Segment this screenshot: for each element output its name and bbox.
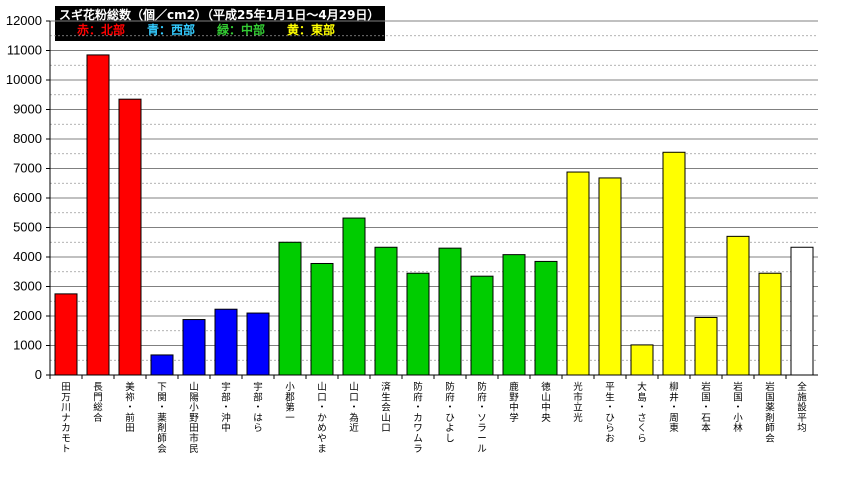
- category-label: 小郡第一: [285, 382, 295, 424]
- category-label: 鹿野中学: [509, 381, 519, 424]
- bar: [246, 312, 270, 376]
- category-label: 全施設平均: [797, 381, 807, 434]
- bar: [278, 241, 302, 376]
- bar: [502, 254, 526, 376]
- y-tick-label: 8000: [13, 131, 42, 146]
- category-label: 山口・為近: [349, 382, 359, 434]
- category-label: 宇部・はら: [253, 381, 263, 434]
- y-tick-label: 2000: [13, 308, 42, 323]
- category-label: 宇部・沖中: [221, 381, 231, 434]
- bar: [598, 177, 622, 376]
- category-label: 防府・ソラール: [477, 381, 487, 455]
- bar: [630, 344, 654, 376]
- category-label: 岩国・小林: [733, 381, 743, 434]
- bar: [470, 275, 494, 376]
- bar: [54, 293, 78, 376]
- chart-title: スギ花粉総数（個／cm2）（平成25年1月1日～4月29日）: [59, 8, 380, 22]
- category-label: 防府・カワムラ: [413, 381, 423, 455]
- category-label: 山口・かめやま: [317, 382, 327, 455]
- category-labels: 田万川ナカモト 長門総合 美祢・前田 下関・薬剤師会 山陽小野田市民 宇部・沖中 宇部・はら…: [61, 381, 807, 455]
- bar: [374, 246, 398, 376]
- y-tick-label: 12000: [6, 13, 42, 28]
- category-label: 山陽小野田市民: [189, 382, 199, 455]
- bar: [86, 54, 110, 376]
- legend-north: 赤：北部: [77, 23, 126, 37]
- bar: [566, 171, 590, 376]
- y-tick-label: 7000: [13, 161, 42, 176]
- bars: [54, 54, 814, 376]
- bar: [662, 151, 686, 376]
- bar: [534, 260, 558, 376]
- bar: [790, 246, 814, 376]
- category-label: 下関・薬剤師会: [157, 382, 167, 455]
- bar: [406, 272, 430, 376]
- category-label: 済生会山口: [381, 381, 391, 434]
- category-label: 大島・さくら: [637, 381, 647, 445]
- legend-east: 黄：東部: [287, 23, 336, 37]
- category-label: 岩国・石本: [701, 381, 711, 434]
- category-label: 長門総合: [93, 382, 103, 424]
- chart-legend: 赤：北部 青：西部 緑：中部 黄：東部: [59, 23, 379, 38]
- y-tick-label: 3000: [13, 279, 42, 294]
- y-tick-label: 9000: [13, 102, 42, 117]
- bar: [310, 262, 334, 376]
- bar: [342, 217, 366, 376]
- y-tick-label: 11000: [7, 43, 42, 58]
- gridlines: [50, 20, 818, 361]
- category-label: 防府・ひよし: [445, 381, 455, 445]
- bar: [438, 247, 462, 376]
- y-tick-label: 5000: [13, 220, 42, 235]
- y-tick-label: 0: [35, 367, 42, 382]
- category-label: 柳井・周東: [669, 381, 679, 434]
- bar: [758, 272, 782, 376]
- y-tick-label: 6000: [13, 190, 42, 205]
- category-label: 徳山中央: [541, 381, 551, 424]
- legend-west: 青：西部: [147, 23, 196, 37]
- category-label: 田万川ナカモト: [61, 382, 71, 455]
- category-label: 岩国薬剤師会: [765, 381, 775, 445]
- chart-title-box: スギ花粉総数（個／cm2）（平成25年1月1日～4月29日） 赤：北部 青：西部…: [55, 6, 386, 41]
- axes: 0 1000 2000 3000 4000 5000 6000 7000 8000 9000 100…: [6, 13, 818, 382]
- y-tick-label: 10000: [6, 72, 42, 87]
- bar: [694, 316, 718, 376]
- category-label: 光市立光: [573, 381, 583, 424]
- y-tick-label: 1000: [13, 338, 42, 353]
- bar: [150, 354, 174, 376]
- bar: [214, 308, 238, 376]
- y-tick-label: 4000: [13, 249, 42, 264]
- bar: [726, 235, 750, 376]
- bar: [118, 98, 142, 376]
- legend-central: 緑：中部: [217, 23, 266, 37]
- category-label: 平生・ひらお: [605, 382, 615, 445]
- category-label: 美祢・前田: [125, 381, 135, 434]
- bar: [182, 319, 206, 376]
